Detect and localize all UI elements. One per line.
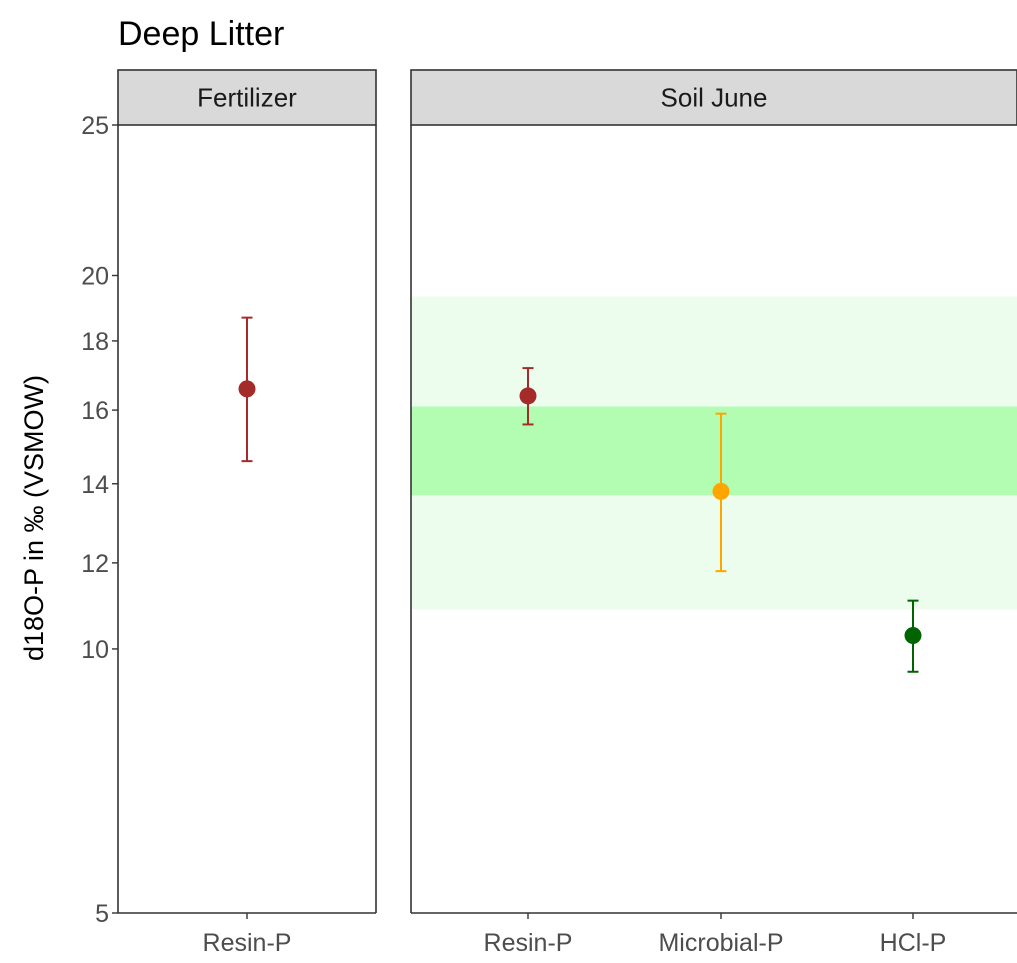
data-point-marker [904, 627, 922, 645]
facet-strip [117, 69, 377, 126]
x-tick-label: HCl-P [880, 929, 947, 957]
facet-label: Soil June [661, 83, 768, 113]
y-tick-label: 10 [81, 636, 109, 664]
y-tick-label: 12 [81, 550, 109, 578]
chart-title: Deep Litter [118, 15, 284, 53]
y-tick-label: 14 [81, 471, 109, 499]
facet-strip [410, 69, 1017, 126]
facet-fertilizer: Fertilizer Resin-P [117, 69, 377, 957]
y-tick-label: 16 [81, 397, 109, 425]
reference-band [411, 406, 1017, 496]
data-point-resin-p [238, 316, 256, 463]
x-tick-label: Resin-P [484, 929, 573, 957]
y-tick-label: 18 [81, 328, 109, 356]
y-axis: 5 10 12 14 16 18 20 25 [81, 112, 118, 928]
data-point-marker [712, 482, 730, 500]
y-axis-title: d18O-P in ‰ (VSMOW) [19, 375, 49, 661]
x-tick-label: Microbial-P [658, 929, 783, 957]
data-point-microbial-p [712, 412, 730, 573]
y-tick-label: 25 [81, 112, 109, 140]
data-point-hcl-p [904, 599, 922, 673]
data-point-marker [238, 380, 256, 398]
facet-label: Fertilizer [197, 83, 297, 113]
facet-panels: Fertilizer Resin-P Soil June Resin-P Microbi… [81, 69, 1017, 957]
data-point-marker [519, 387, 537, 405]
y-tick-label: 5 [95, 900, 109, 928]
y-tick-label: 20 [81, 262, 109, 290]
x-tick-label: Resin-P [203, 929, 292, 957]
facet-soil-june: Soil June Resin-P Microbial-P HCl-P [410, 69, 1017, 957]
data-point-resin-p [519, 367, 537, 426]
